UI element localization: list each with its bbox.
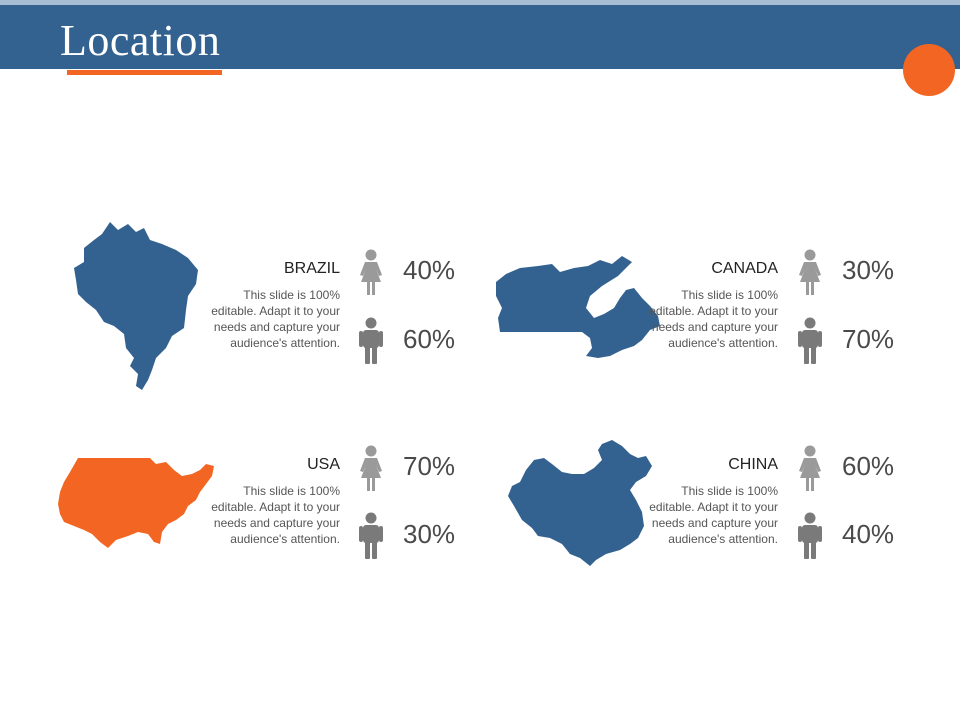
country-description: This slide is 100% editable. Adapt it to… (211, 484, 340, 546)
title-bar: Location (0, 5, 960, 69)
male-person-icon (359, 317, 383, 364)
country-name: CANADA (711, 260, 778, 277)
country-description: This slide is 100% editable. Adapt it to… (211, 288, 340, 350)
male-percentage: 60% (403, 324, 456, 354)
title-underline (67, 70, 222, 75)
female-percentage: 40% (403, 255, 456, 285)
top-accent-strip (0, 0, 960, 5)
country-description: This slide is 100% editable. Adapt it to… (649, 288, 778, 350)
male-percentage: 40% (842, 519, 895, 549)
female-person-icon (799, 249, 821, 295)
brazil-map-icon (74, 222, 198, 390)
male-person-icon (798, 317, 822, 364)
canada-map-icon (496, 256, 660, 358)
slide-title: Location (60, 16, 221, 65)
usa-map-icon (58, 458, 214, 548)
female-percentage: 30% (842, 255, 895, 285)
china-map-icon (508, 440, 652, 566)
male-person-icon (798, 512, 822, 559)
country-name: USA (307, 456, 340, 473)
corner-accent-dot (903, 44, 955, 96)
country-description: This slide is 100% editable. Adapt it to… (649, 484, 778, 546)
male-percentage: 70% (842, 324, 895, 354)
country-name: CHINA (728, 456, 778, 473)
female-percentage: 70% (403, 451, 456, 481)
female-percentage: 60% (842, 451, 895, 481)
female-person-icon (360, 445, 382, 491)
male-person-icon (359, 512, 383, 559)
country-name: BRAZIL (283, 260, 340, 277)
female-person-icon (360, 249, 382, 295)
female-person-icon (799, 445, 821, 491)
male-percentage: 30% (403, 519, 456, 549)
